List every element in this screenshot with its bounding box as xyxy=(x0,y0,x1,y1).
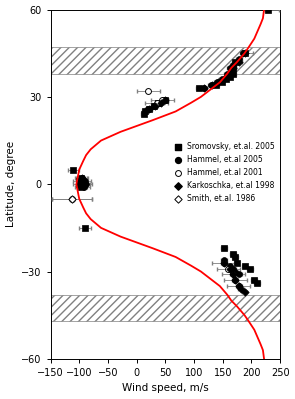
Point xyxy=(236,59,241,65)
Point xyxy=(70,196,75,202)
Point xyxy=(265,6,270,13)
Point xyxy=(142,108,147,115)
Point xyxy=(77,178,82,184)
Point xyxy=(236,56,241,62)
Point xyxy=(227,65,232,71)
Point xyxy=(154,99,159,106)
Point xyxy=(163,97,168,103)
Point xyxy=(242,50,247,56)
Point xyxy=(80,175,84,182)
Point xyxy=(215,79,219,85)
Point xyxy=(81,181,86,188)
Point xyxy=(146,105,150,112)
Bar xyxy=(50,295,280,321)
Point xyxy=(255,280,260,286)
Point xyxy=(156,99,161,106)
Point xyxy=(248,265,253,272)
Point xyxy=(222,260,226,266)
Point xyxy=(222,257,226,263)
Point xyxy=(78,175,83,182)
Point xyxy=(231,271,235,278)
Point xyxy=(233,254,238,260)
Point xyxy=(226,265,231,272)
Point xyxy=(163,97,168,103)
Point xyxy=(209,82,214,89)
Point xyxy=(196,85,201,91)
Point xyxy=(242,263,247,269)
Point xyxy=(210,82,215,89)
Point xyxy=(214,82,218,89)
Point xyxy=(216,79,220,85)
Point xyxy=(227,265,232,272)
Point xyxy=(231,251,235,257)
Point xyxy=(202,85,207,91)
Point xyxy=(71,166,76,173)
Point xyxy=(157,99,162,106)
Point xyxy=(141,111,146,118)
Point xyxy=(158,99,163,106)
Point xyxy=(225,70,230,77)
Point xyxy=(231,265,235,272)
Point xyxy=(146,88,150,94)
Point xyxy=(227,73,232,80)
Point xyxy=(222,260,226,266)
Point xyxy=(147,105,152,112)
Point xyxy=(83,225,87,231)
Point xyxy=(222,245,226,251)
Point xyxy=(236,271,241,278)
Point xyxy=(160,97,165,103)
Point xyxy=(77,181,82,188)
Point xyxy=(151,103,156,109)
Point xyxy=(202,85,207,91)
Bar xyxy=(50,47,280,73)
Point xyxy=(78,184,83,190)
Point xyxy=(236,283,241,289)
Point xyxy=(233,269,238,275)
Point xyxy=(236,283,241,289)
Point xyxy=(153,103,157,109)
Point xyxy=(231,65,235,71)
Point xyxy=(231,271,235,278)
Point xyxy=(147,105,152,112)
Point xyxy=(223,76,228,83)
Point xyxy=(163,97,168,103)
Point xyxy=(83,178,87,184)
Point xyxy=(233,277,238,283)
Point xyxy=(219,79,224,85)
Point xyxy=(231,65,235,71)
Point xyxy=(80,175,84,182)
Point xyxy=(70,196,75,202)
Point xyxy=(242,50,247,56)
Point xyxy=(84,181,88,188)
Point xyxy=(227,70,232,77)
Point xyxy=(239,286,243,292)
Point xyxy=(227,263,232,269)
Point xyxy=(242,289,247,295)
Legend: Sromovsky, et.al. 2005, Hammel, et.al 2005, Hammel, et.al 2001, Karkoschka, et.a: Sromovsky, et.al. 2005, Hammel, et.al 20… xyxy=(170,142,275,203)
Point xyxy=(222,76,226,83)
Point xyxy=(81,181,86,188)
Point xyxy=(219,76,224,83)
Point xyxy=(233,277,238,283)
Point xyxy=(234,260,239,266)
Point xyxy=(233,59,238,65)
Point xyxy=(231,62,235,68)
Point xyxy=(231,70,235,77)
Y-axis label: Latitude, degree: Latitude, degree xyxy=(6,141,16,227)
X-axis label: Wind speed, m/s: Wind speed, m/s xyxy=(122,383,209,393)
Point xyxy=(252,277,257,283)
Point xyxy=(151,103,156,109)
Point xyxy=(81,184,86,190)
Point xyxy=(240,50,245,56)
